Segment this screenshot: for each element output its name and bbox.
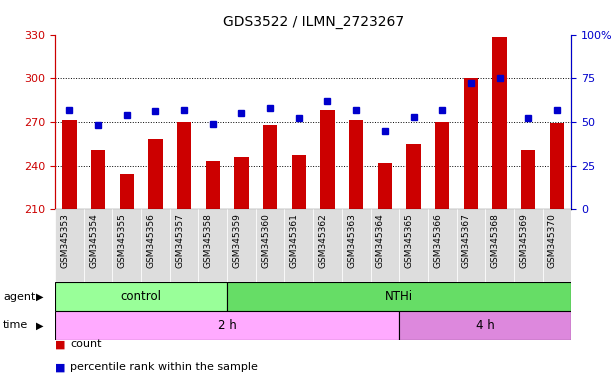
Bar xyxy=(234,157,249,209)
Text: GSM345370: GSM345370 xyxy=(548,213,557,268)
Text: ■: ■ xyxy=(55,362,65,372)
Bar xyxy=(177,122,191,209)
Text: GSM345362: GSM345362 xyxy=(318,213,327,268)
Bar xyxy=(378,163,392,209)
Text: GSM345361: GSM345361 xyxy=(290,213,299,268)
Bar xyxy=(435,122,449,209)
Bar xyxy=(464,78,478,209)
Text: GSM345359: GSM345359 xyxy=(232,213,241,268)
Bar xyxy=(256,209,285,282)
Bar xyxy=(62,121,76,209)
Bar xyxy=(112,209,141,282)
Bar xyxy=(91,150,105,209)
Bar xyxy=(370,209,399,282)
Text: GSM345354: GSM345354 xyxy=(89,213,98,268)
Bar xyxy=(55,209,84,282)
Bar xyxy=(285,209,313,282)
Text: control: control xyxy=(120,290,161,303)
Text: GSM345360: GSM345360 xyxy=(261,213,270,268)
Text: agent: agent xyxy=(3,291,35,302)
Text: GSM345353: GSM345353 xyxy=(60,213,69,268)
Bar xyxy=(521,150,535,209)
Bar xyxy=(55,311,399,340)
Text: NTHi: NTHi xyxy=(385,290,413,303)
Text: GDS3522 / ILMN_2723267: GDS3522 / ILMN_2723267 xyxy=(222,15,404,29)
Bar xyxy=(399,209,428,282)
Text: GSM345368: GSM345368 xyxy=(491,213,500,268)
Bar xyxy=(399,311,571,340)
Bar xyxy=(148,139,163,209)
Bar xyxy=(320,110,335,209)
Bar xyxy=(428,209,456,282)
Text: GSM345357: GSM345357 xyxy=(175,213,184,268)
Text: GSM345358: GSM345358 xyxy=(203,213,213,268)
Text: GSM345355: GSM345355 xyxy=(118,213,126,268)
Text: 4 h: 4 h xyxy=(476,319,495,332)
Text: GSM345364: GSM345364 xyxy=(376,213,385,268)
Bar xyxy=(492,38,507,209)
Text: GSM345367: GSM345367 xyxy=(462,213,471,268)
Text: GSM345356: GSM345356 xyxy=(147,213,155,268)
Bar xyxy=(406,144,421,209)
Bar xyxy=(313,209,342,282)
Text: GSM345369: GSM345369 xyxy=(519,213,529,268)
Bar xyxy=(263,125,277,209)
Text: GSM345363: GSM345363 xyxy=(347,213,356,268)
Bar xyxy=(141,209,170,282)
Text: GSM345366: GSM345366 xyxy=(433,213,442,268)
Text: GSM345365: GSM345365 xyxy=(404,213,414,268)
Bar xyxy=(84,209,112,282)
Text: ▶: ▶ xyxy=(36,320,43,331)
Bar xyxy=(55,282,227,311)
Text: ▶: ▶ xyxy=(36,291,43,302)
Bar xyxy=(514,209,543,282)
Bar xyxy=(170,209,199,282)
Text: 2 h: 2 h xyxy=(218,319,236,332)
Bar xyxy=(550,123,564,209)
Bar xyxy=(342,209,370,282)
Bar xyxy=(456,209,485,282)
Bar xyxy=(291,156,306,209)
Bar xyxy=(199,209,227,282)
Text: count: count xyxy=(70,339,102,349)
Bar xyxy=(227,209,256,282)
Bar xyxy=(227,282,571,311)
Text: time: time xyxy=(3,320,28,331)
Bar xyxy=(349,121,364,209)
Text: ■: ■ xyxy=(55,339,65,349)
Text: percentile rank within the sample: percentile rank within the sample xyxy=(70,362,258,372)
Bar xyxy=(120,174,134,209)
Bar xyxy=(205,161,220,209)
Bar xyxy=(485,209,514,282)
Bar xyxy=(543,209,571,282)
